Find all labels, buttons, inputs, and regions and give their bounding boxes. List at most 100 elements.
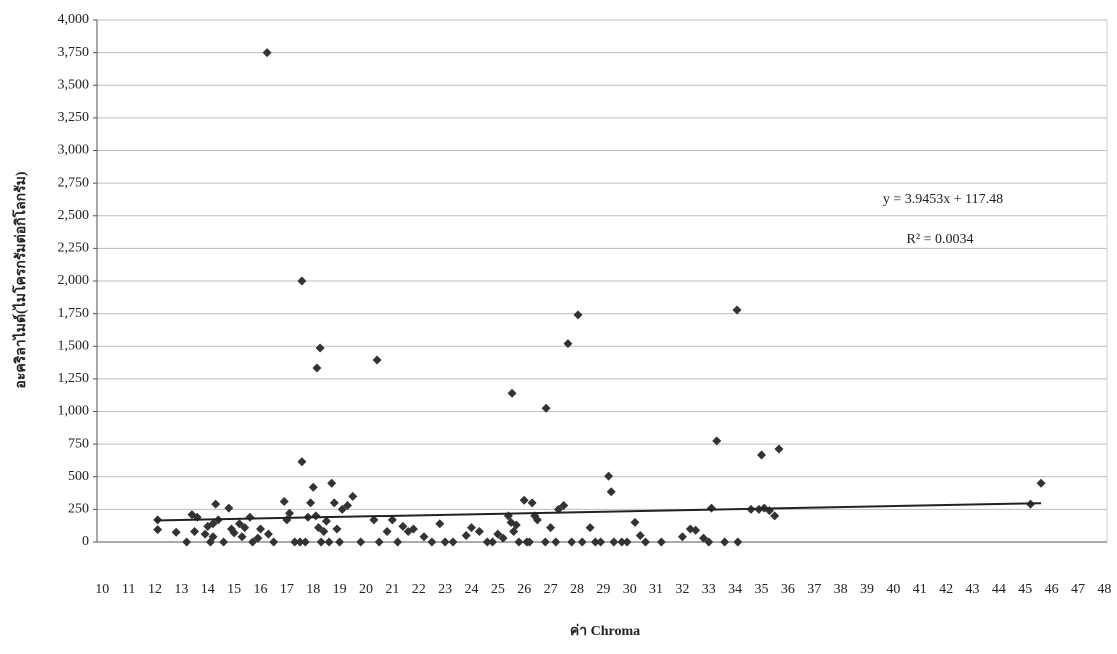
x-tick-label: 19 [333,582,347,597]
x-tick-label: 32 [675,582,689,597]
y-tick-label: 0 [82,534,89,549]
y-tick-label: 2,500 [58,208,90,223]
data-point [219,537,229,547]
x-tick-label: 38 [834,582,848,597]
data-point [704,537,714,547]
data-point [509,527,519,537]
x-tick-label: 22 [412,582,426,597]
x-tick-label: 27 [544,582,558,597]
data-point [573,310,583,320]
data-point [606,487,616,497]
x-tick-label: 13 [174,582,188,597]
y-tick-label: 750 [68,436,89,451]
data-point [279,497,289,507]
data-point [316,537,326,547]
data-point [635,530,645,540]
data-point [596,537,606,547]
x-tick-label: 10 [95,582,109,597]
data-point [285,508,295,518]
data-point [440,537,450,547]
x-tick-label: 12 [148,582,162,597]
data-point [617,537,627,547]
trendline [154,502,1042,522]
data-point [208,519,218,529]
data-point [435,519,445,529]
data-point [511,520,521,530]
data-point [234,519,244,529]
data-point [585,523,595,533]
data-point [488,537,498,547]
data-point [237,532,247,542]
data-point [577,537,587,547]
x-tick-label: 20 [359,582,373,597]
data-point [300,537,310,547]
data-point [732,305,742,315]
x-tick-label: 35 [755,582,769,597]
data-point [527,498,537,508]
data-point [229,528,239,538]
data-point [200,529,210,539]
data-point [321,516,331,526]
x-tick-label: 16 [253,582,267,597]
x-tick-label: 41 [913,582,927,597]
data-point [1036,478,1046,488]
data-point [224,503,234,513]
data-point [720,537,730,547]
x-tick-label: 34 [728,582,742,597]
data-point [699,533,709,543]
data-point [319,527,329,537]
x-tick-label: 46 [1045,582,1059,597]
data-point [398,521,408,531]
data-point [295,537,305,547]
data-point [656,537,666,547]
data-point [337,504,347,514]
x-tick-label: 31 [649,582,663,597]
x-tick-label: 48 [1097,582,1111,597]
data-point [211,499,221,509]
data-point [514,537,524,547]
y-tick-label: 250 [68,502,89,517]
data-point [240,523,250,533]
x-tick-label: 39 [860,582,874,597]
data-point [551,537,561,547]
x-tick-label: 42 [939,582,953,597]
y-tick-label: 500 [68,469,89,484]
data-point [255,524,265,534]
data-point [532,515,542,525]
data-point [546,523,556,533]
data-point [448,537,458,547]
data-point [314,523,324,533]
data-point [329,498,339,508]
data-point [335,537,345,547]
data-point [733,537,743,547]
data-point [609,537,619,547]
data-point [519,495,529,505]
x-tick-label: 24 [464,582,478,597]
data-point [311,511,321,521]
x-tick-label: 26 [517,582,531,597]
r-squared: R² = 0.0034 [907,232,974,247]
x-tick-label: 45 [1018,582,1032,597]
y-tick-label: 1,500 [58,338,90,353]
data-point [563,339,573,349]
data-point [604,471,614,481]
data-point [382,527,392,537]
data-point [253,533,263,543]
data-point [712,436,722,446]
x-tick-label: 37 [807,582,821,597]
data-point [541,403,551,413]
x-tick-label: 17 [280,582,294,597]
data-point [308,482,318,492]
data-point [369,515,379,525]
data-point [356,537,366,547]
data-point [466,523,476,533]
data-point [153,525,163,535]
x-tick-label: 40 [886,582,900,597]
y-tick-label: 2,000 [58,273,90,288]
data-point [461,530,471,540]
x-tick-label: 21 [385,582,399,597]
y-tick-label: 2,250 [58,241,90,256]
x-tick-label: 44 [992,582,1006,597]
x-tick-label: 33 [702,582,716,597]
